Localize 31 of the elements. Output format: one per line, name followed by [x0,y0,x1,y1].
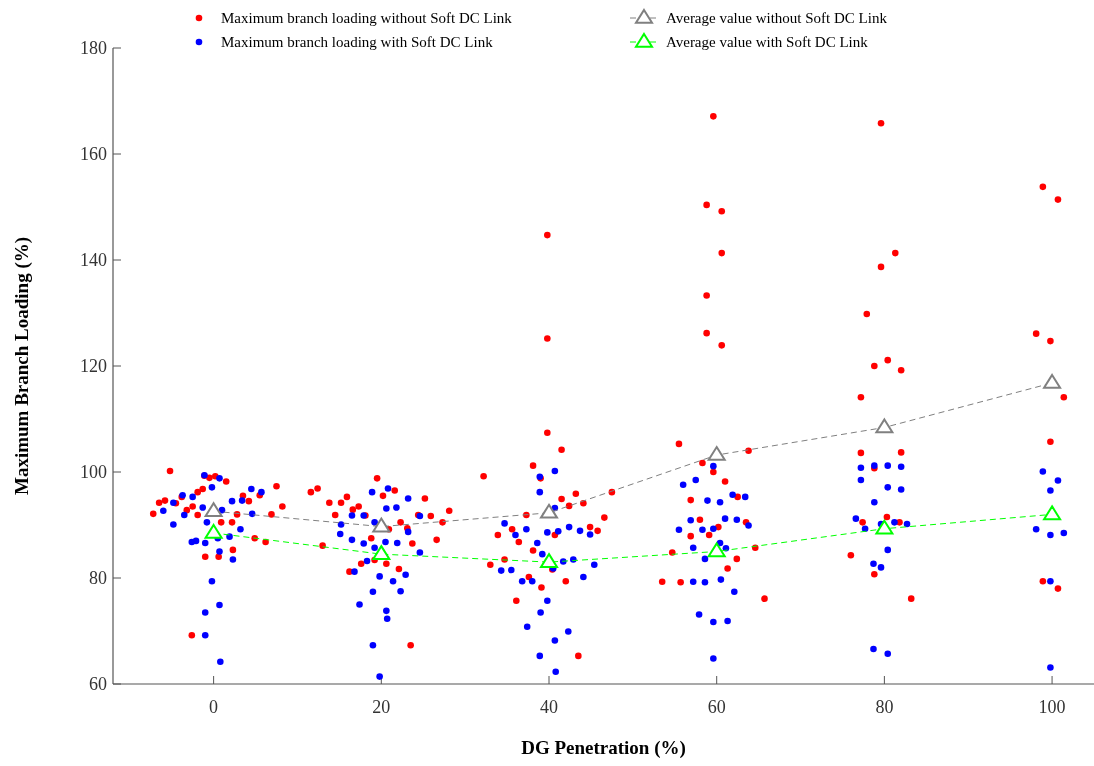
point [707,446,726,461]
x-tick-label: 20 [372,697,391,717]
y-tick-label: 160 [80,144,107,164]
x-tick-label: 40 [540,697,558,717]
point [372,545,391,560]
x-tick-label: 100 [1038,697,1066,717]
y-tick-label: 180 [80,38,107,58]
point [875,418,894,434]
point [1043,505,1062,521]
y-axis-title: Maximum Branch Loading (%) [11,236,33,496]
point [540,553,558,568]
y-tick-label: 140 [80,250,107,270]
x-tick-label: 0 [209,697,219,717]
point [372,517,391,533]
legend-label: Average value without Soft DC Link [666,10,888,26]
x-tick-label: 80 [875,697,894,717]
x-tick-label: 60 [707,697,726,717]
x-axis-title: DG Penetration (%) [521,737,686,759]
y-tick-label: 100 [80,462,107,482]
y-tick-label: 60 [89,674,107,694]
point [707,542,726,558]
point [204,502,223,518]
point [1043,373,1062,389]
y-tick-label: 80 [89,568,107,588]
y-tick-label: 120 [80,356,107,376]
legend-label: Maximum branch loading without Soft DC Link [221,10,513,26]
point [204,523,223,539]
point [540,503,558,519]
legend-label: Average value with Soft DC Link [666,34,869,50]
point [875,519,894,535]
legend-label: Maximum branch loading with Soft DC Link [221,34,494,50]
